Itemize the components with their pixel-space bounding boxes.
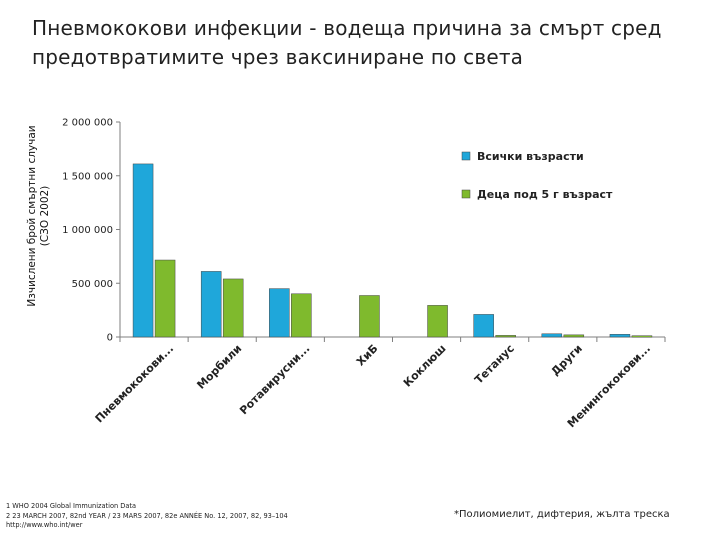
y-tick-label: 500 000 xyxy=(72,279,113,290)
y-tick-label: 2 000 000 xyxy=(62,118,113,129)
bar-all-ages-5 xyxy=(473,314,494,338)
slide-title: Пневмококови инфекции - водеща причина з… xyxy=(32,14,702,72)
x-tick-label: ХиБ xyxy=(354,342,381,369)
bar-under-5-6 xyxy=(563,334,585,338)
bar-all-ages-0 xyxy=(132,163,154,338)
legend-label: Всички възрасти xyxy=(477,150,584,163)
bar-under-5-0 xyxy=(154,259,176,338)
y-tick-label: 0 xyxy=(107,333,113,344)
y-tick-label: 1 500 000 xyxy=(62,171,113,182)
x-tick-label: Ротавирусни... xyxy=(237,342,312,417)
bar-under-5-2 xyxy=(291,293,312,338)
footnote-line-3: http://www.who.int/wer xyxy=(6,521,83,529)
bar-under-5-3 xyxy=(359,295,380,338)
bar-all-ages-1 xyxy=(200,271,222,338)
bar-all-ages-7 xyxy=(609,334,631,338)
x-tick-label: Коклюш xyxy=(401,342,449,390)
footnotes: 1 WHO 2004 Global Immunization Data 2 23… xyxy=(6,502,386,531)
bar-under-5-7 xyxy=(631,335,653,338)
x-tick-label: Морбили xyxy=(194,342,244,392)
bar-under-5-4 xyxy=(427,305,448,338)
title-line-2: предотвратимите чрез ваксиниране по свет… xyxy=(32,45,524,69)
y-tick-label: 1 000 000 xyxy=(62,225,113,236)
legend-swatch xyxy=(461,151,471,161)
bar-all-ages-2 xyxy=(269,288,290,338)
x-tick-label: Тетанус xyxy=(472,342,517,387)
title-line-1: Пневмококови инфекции - водеща причина з… xyxy=(32,16,662,40)
footnote-line-1: 1 WHO 2004 Global Immunization Data xyxy=(6,502,137,510)
bar-all-ages-6 xyxy=(541,333,563,338)
bar-under-5-1 xyxy=(222,278,244,338)
footnote-line-2: 2 23 MARCH 2007, 82nd YEAR / 23 MARS 200… xyxy=(6,511,288,520)
x-tick-label: Други xyxy=(549,342,585,378)
x-tick-label: Пневмококови... xyxy=(93,342,176,425)
note: *Полиомиелит, дифтерия, жълта треска xyxy=(454,509,670,520)
legend-swatch xyxy=(461,189,471,199)
legend-label: Деца под 5 г възраст xyxy=(477,188,613,201)
bar-under-5-5 xyxy=(495,335,516,338)
bar-chart: 0 500 000 1 000 000 1 500 000 2 000 000 Пневм… xyxy=(62,118,666,430)
